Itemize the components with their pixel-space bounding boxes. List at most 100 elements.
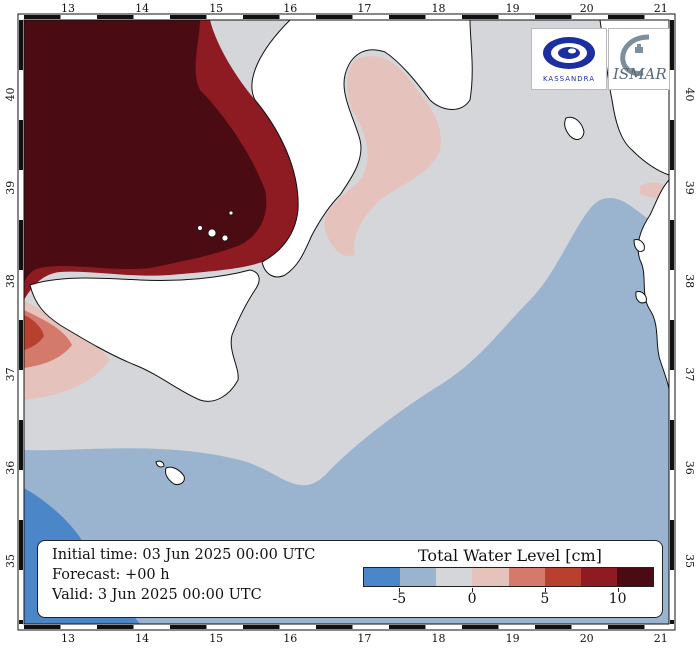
axis-label: 39: [683, 181, 696, 195]
lon-labels-top: 13 14 15 16 17 18 19 20 21: [61, 2, 668, 15]
legend-swatch: [616, 568, 653, 586]
axis-label: 20: [580, 632, 594, 645]
legend-tick: [544, 588, 546, 592]
frame-dash: [670, 520, 674, 570]
land-gozo: [155, 460, 165, 468]
land-malta: [165, 466, 185, 485]
axis-label: 14: [135, 2, 149, 15]
axis-label: 20: [580, 2, 594, 15]
axis-label: 40: [4, 88, 17, 102]
axis-label: 38: [683, 274, 696, 288]
axis-label: 35: [683, 554, 696, 568]
frame-dash: [170, 15, 207, 19]
land-cephalonia: [633, 239, 645, 253]
frame-dash: [670, 320, 674, 370]
axis-label: 15: [209, 632, 223, 645]
frame-dash: [243, 625, 280, 629]
frame-dash: [316, 15, 353, 19]
legend-swatch: [544, 568, 581, 586]
ismar-logo: ISMAR: [608, 28, 670, 90]
frame-dash: [24, 625, 61, 629]
frame-dash: [19, 320, 23, 370]
frame-dash: [19, 420, 23, 470]
axis-label: 17: [357, 2, 371, 15]
axis-label: 37: [4, 367, 17, 381]
initial-time-text: Initial time: 03 Jun 2025 00:00 UTC: [52, 547, 316, 563]
legend-swatch: [472, 568, 509, 586]
legend-swatch: [436, 568, 473, 586]
legend-swatch: [508, 568, 545, 586]
frame-dash: [97, 625, 134, 629]
axis-label: 13: [61, 2, 75, 15]
frame-dash: [670, 20, 674, 70]
frame-dash: [389, 625, 426, 629]
axis-label: 21: [654, 632, 668, 645]
lat-labels-left: 35 36 37 38 39 40: [4, 88, 17, 569]
land-zakynthos: [635, 291, 647, 304]
legend-tick: [399, 588, 401, 592]
frame-dash: [316, 625, 353, 629]
kassandra-logo: KASSANDRA: [531, 28, 607, 90]
axis-label: 15: [209, 2, 223, 15]
map-frame-outer: [17, 13, 676, 631]
frame-dash: [670, 120, 674, 170]
sea-negative-region: [24, 197, 669, 624]
frame-dash: [608, 625, 645, 629]
map-frame-inner: [23, 19, 670, 625]
axis-label: 35: [4, 554, 17, 568]
axis-label: 36: [683, 461, 696, 475]
frame-dash: [24, 15, 61, 19]
axis-label: 18: [432, 2, 446, 15]
ismar-logo-icon: [620, 34, 650, 76]
axis-label: 36: [4, 461, 17, 475]
info-legend-panel: Initial time: 03 Jun 2025 00:00 UTC Fore…: [37, 540, 663, 618]
axis-label: 16: [283, 2, 297, 15]
frame-dash: [19, 20, 23, 70]
frame-dash: [462, 15, 499, 19]
frame-dash: [19, 620, 23, 624]
legend-swatch: [400, 568, 437, 586]
frame-dash: [170, 625, 207, 629]
frame-dash-pattern: [19, 15, 674, 629]
axis-label: 37: [683, 367, 696, 381]
legend-tick: [472, 588, 474, 592]
legend-colorbar: [363, 567, 654, 587]
frame-dash: [535, 15, 572, 19]
surge-plus7: [24, 315, 44, 350]
frame-dash: [608, 15, 645, 19]
axis-label: 14: [135, 632, 149, 645]
frame-dash: [670, 420, 674, 470]
axis-label: 17: [357, 632, 371, 645]
axis-label: 39: [4, 181, 17, 195]
legend-tick: [617, 588, 619, 592]
legend-swatch: [364, 568, 401, 586]
legend-swatch: [580, 568, 617, 586]
frame-dash: [19, 120, 23, 170]
axis-label: 21: [654, 2, 668, 15]
legend-tick-label: -5: [392, 591, 407, 607]
surge-plus2-adriatic: [324, 56, 441, 256]
legend-tick-label: 0: [467, 591, 477, 607]
axis-label: 19: [506, 632, 520, 645]
valid-time-text: Valid: 3 Jun 2025 00:00 UTC: [52, 587, 262, 603]
frame-dash: [462, 625, 499, 629]
ismar-logo-text: ISMAR: [613, 65, 667, 83]
frame-dash: [670, 620, 674, 624]
legend-title: Total Water Level [cm]: [418, 546, 602, 565]
legend-tick-label: 5: [540, 591, 550, 607]
forecast-text: Forecast: +00 h: [52, 567, 170, 583]
aeolian-islands: [197, 210, 234, 242]
axis-label: 13: [61, 632, 75, 645]
lon-labels-bottom: 13 14 15 16 17 18 19 20 21: [61, 632, 668, 645]
land-greece: [637, 179, 669, 391]
kassandra-logo-text: KASSANDRA: [542, 75, 596, 83]
land-corfu: [564, 116, 585, 140]
land-sicily: [29, 269, 260, 402]
axis-label: 19: [506, 2, 520, 15]
land-italy-south: [251, 20, 473, 278]
axis-label: 38: [4, 274, 17, 288]
frame-dash: [243, 15, 280, 19]
legend-tick-label: 10: [608, 591, 627, 607]
